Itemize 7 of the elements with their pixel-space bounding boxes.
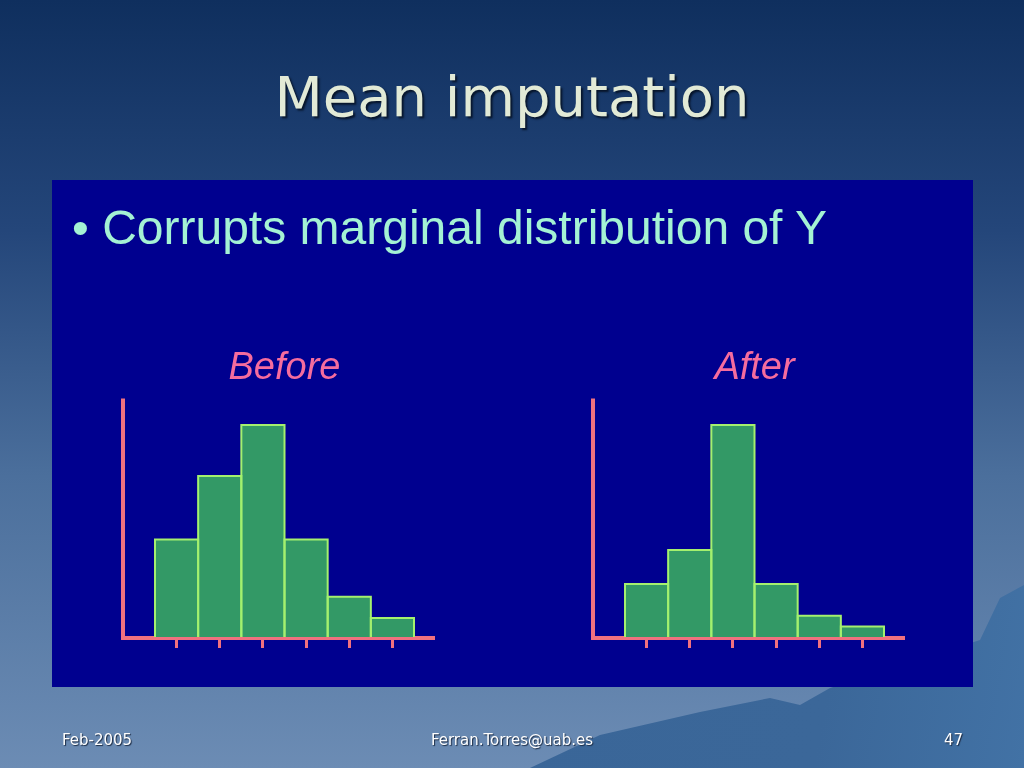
text: Feb-2005 xyxy=(62,731,133,749)
chart-title: After xyxy=(712,345,796,388)
text: • Corrupts marginal distribution of Y xyxy=(72,201,827,254)
text: Mean imputation xyxy=(274,64,750,129)
text: 47 xyxy=(943,731,963,749)
text: Ferran.Torres@uab.es xyxy=(430,731,594,749)
chart-title: Before xyxy=(228,345,341,388)
